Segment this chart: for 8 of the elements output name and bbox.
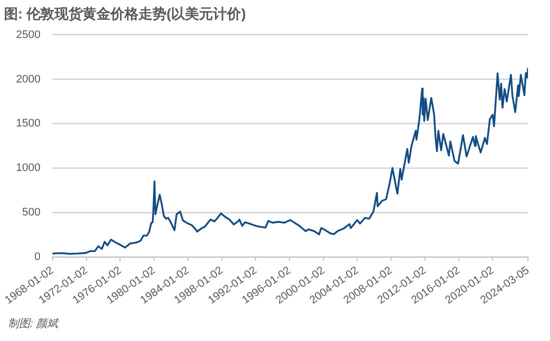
text: 制图: 颜斌 bbox=[8, 318, 58, 330]
y-tick-label: 2500 bbox=[16, 28, 40, 41]
y-tick-label: 500 bbox=[22, 206, 40, 219]
y-tick-label: 1000 bbox=[16, 162, 40, 174]
y-tick-label: 2000 bbox=[16, 73, 40, 86]
y-tick-label: 1500 bbox=[16, 118, 40, 130]
chart-title: 图: 伦敦现货黄金价格走势(以美元计价) bbox=[4, 5, 246, 22]
y-tick-label: 0 bbox=[34, 250, 40, 263]
